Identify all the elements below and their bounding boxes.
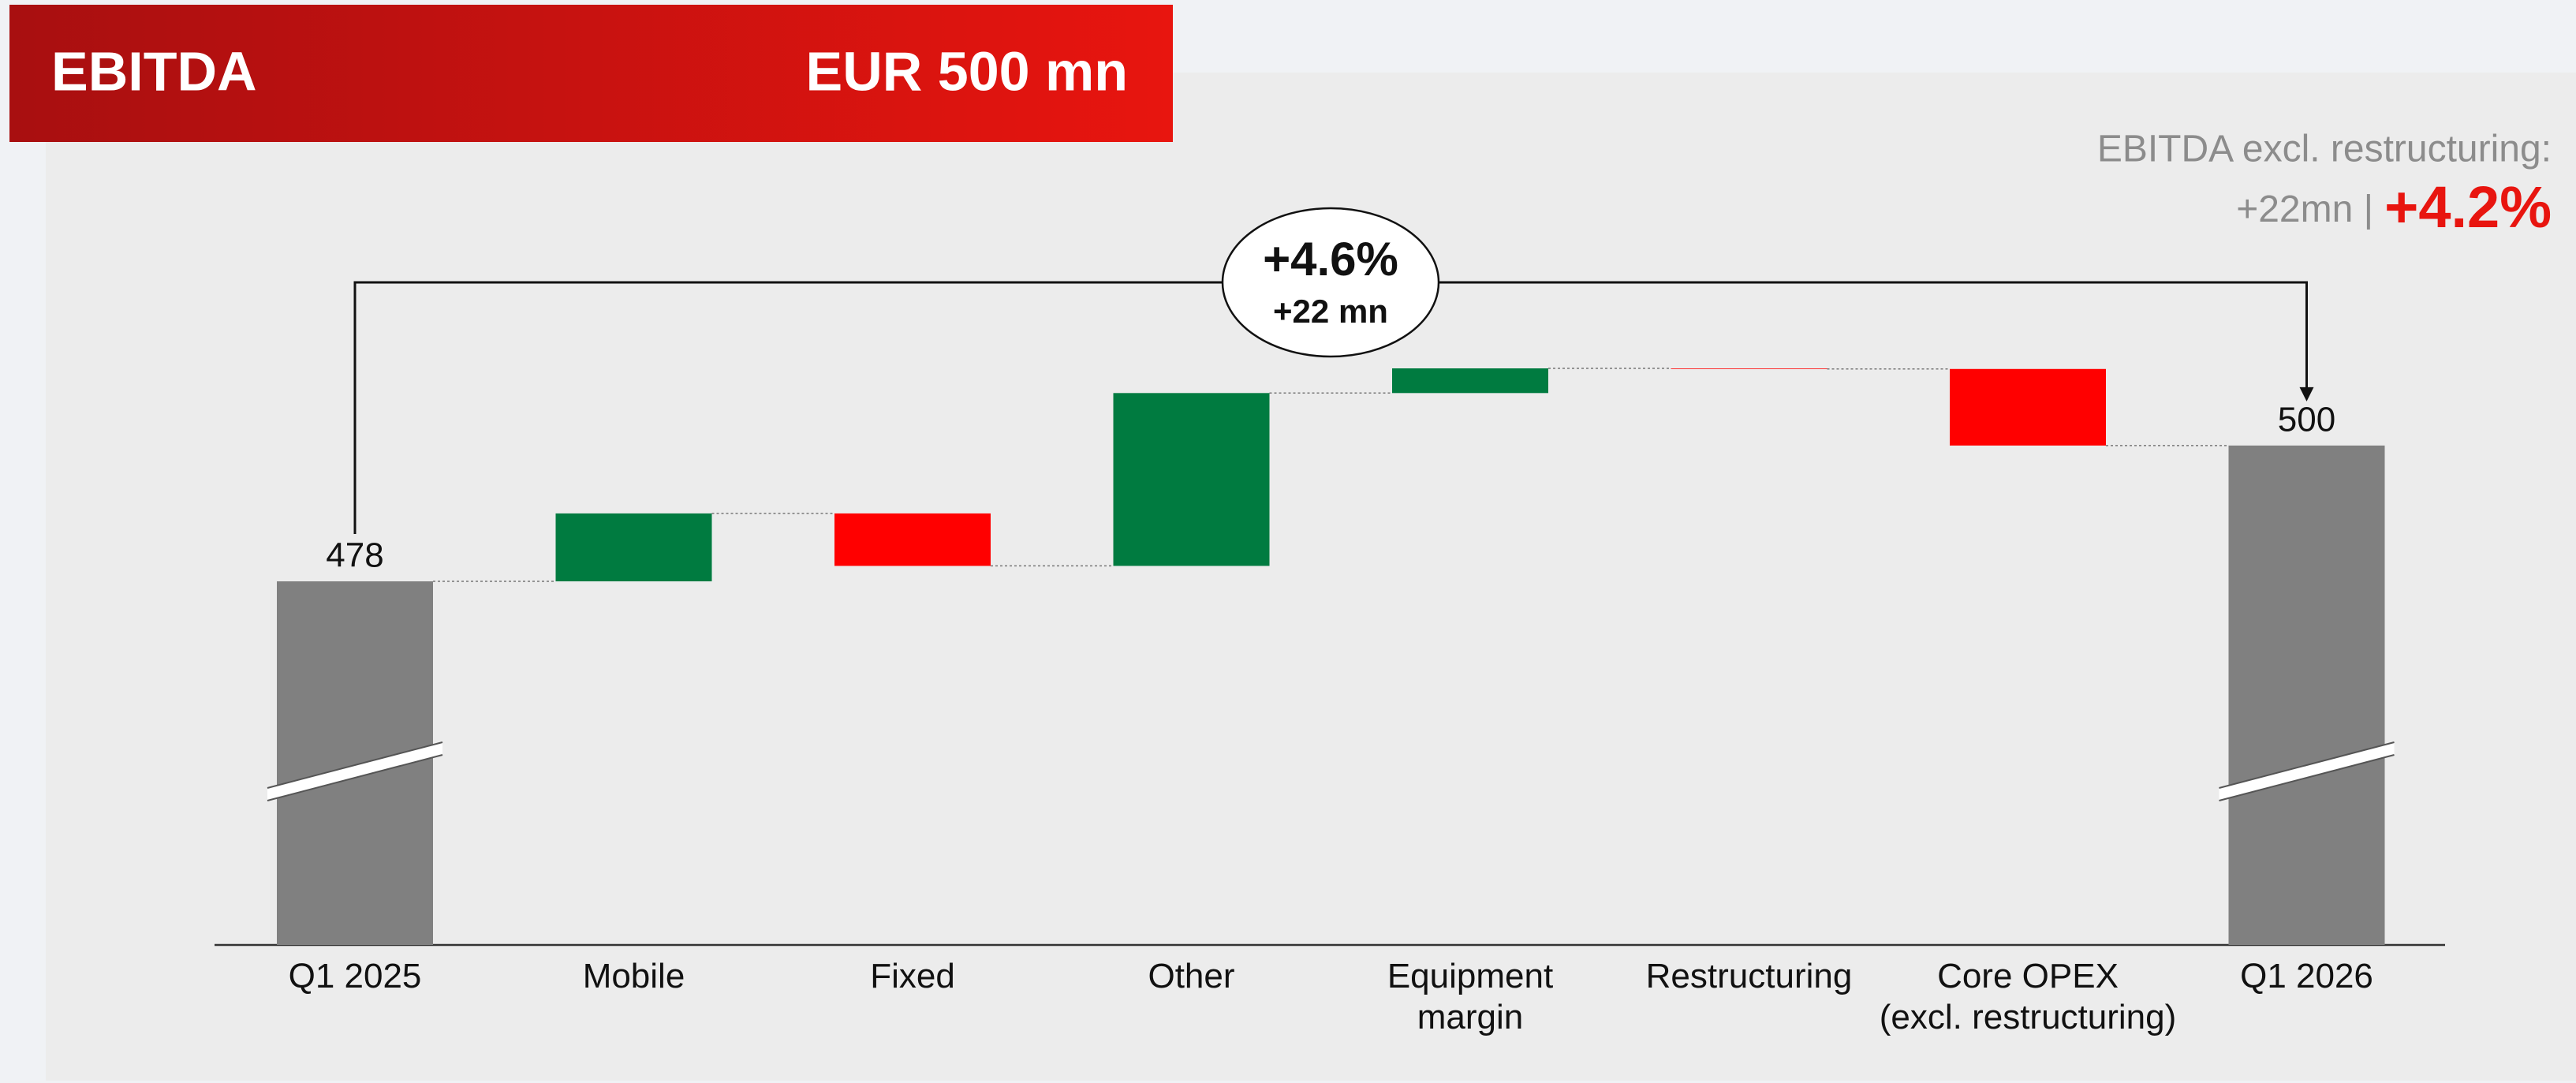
axis-break-line: [267, 741, 443, 789]
delta-bar: [555, 513, 712, 581]
delta-bar: [834, 513, 991, 566]
category-label: Equipment margin: [1387, 957, 1553, 1036]
header-title: EBITDA: [51, 40, 257, 102]
delta-bar: [1113, 393, 1270, 566]
delta-bar: [1392, 368, 1548, 394]
axis-break-line: [267, 754, 443, 801]
category-label: Restructuring: [1646, 957, 1853, 995]
category-label: Mobile: [583, 957, 685, 995]
category-label: Core OPEX (excl. restructuring): [1880, 957, 2177, 1036]
change-bubble: [1221, 207, 1440, 358]
axis-break-line: [2219, 754, 2395, 801]
category-label: Fixed: [870, 957, 955, 995]
bracket-arrow: [2299, 387, 2314, 401]
value-label: 500: [2278, 400, 2335, 439]
axis-break: [2219, 742, 2395, 801]
axis-break-line: [2219, 741, 2395, 789]
delta-bar: [1671, 368, 1827, 369]
value-label: 478: [326, 536, 383, 575]
annotation-line: +22mn | +4.2%: [2236, 174, 2552, 240]
header-value: EUR 500 mn: [806, 40, 1128, 102]
annotation-title: EBITDA excl. restructuring:: [2097, 129, 2552, 170]
annotation-percent: +4.2%: [2384, 174, 2552, 240]
annotation-absolute: +22mn |: [2236, 189, 2373, 230]
header-band: [9, 5, 1173, 142]
axis-break: [267, 742, 442, 801]
total-bar: [2228, 445, 2385, 945]
change-percent: +4.6%: [1263, 233, 1398, 286]
category-label: Other: [1148, 957, 1234, 995]
change-absolute: +22 mn: [1273, 293, 1388, 330]
category-label: Q1 2026: [2240, 957, 2373, 995]
delta-bar: [1950, 368, 2106, 446]
category-label: Q1 2025: [289, 957, 422, 995]
